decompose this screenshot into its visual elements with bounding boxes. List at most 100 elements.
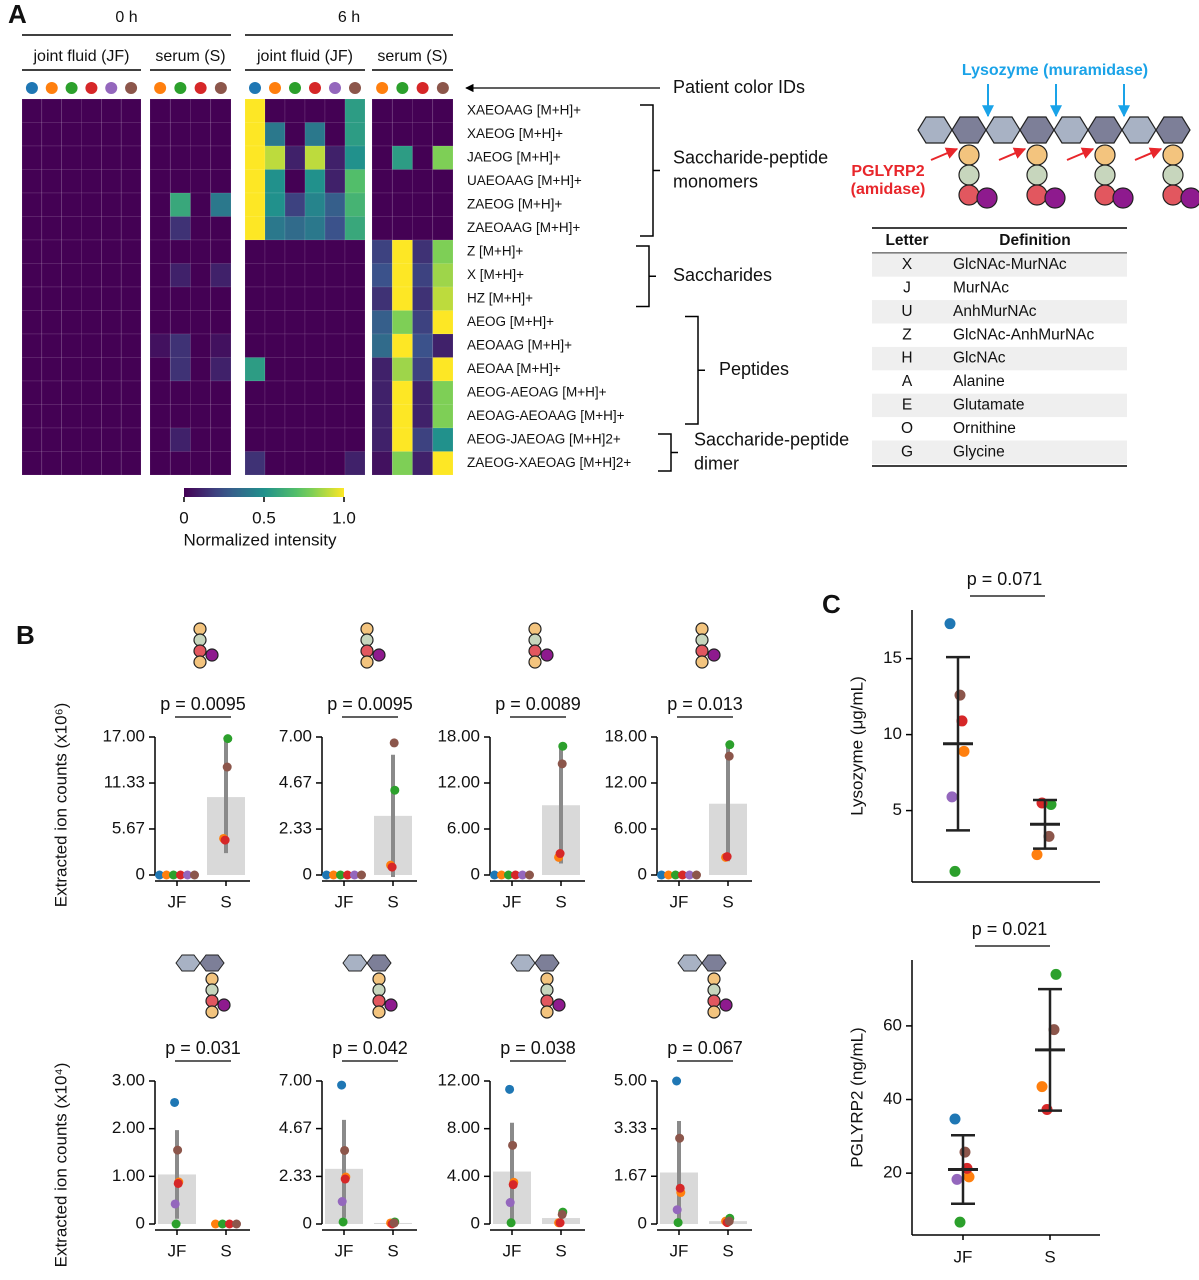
table-letter: H: [901, 350, 912, 367]
heatmap-cell: [100, 145, 122, 170]
heatmap-cell: [304, 216, 326, 241]
heatmap-cell: [41, 239, 63, 264]
heatmap-cell: [284, 263, 306, 288]
colorbar-tick-label: 0: [179, 508, 188, 527]
table-stripe: [872, 346, 1127, 371]
heatmap-cell: [304, 192, 326, 217]
heatmap-cell: [264, 333, 286, 358]
colorbar-tick-label: 0.5: [252, 508, 276, 527]
data-point: [162, 870, 171, 880]
sample-label: serum (S): [377, 48, 447, 65]
icon-hex: [175, 954, 201, 972]
amino-acid: [719, 998, 733, 1012]
heatmap-cell: [344, 239, 366, 264]
y-tick-label: 0: [303, 1213, 312, 1232]
table-definition: GlcNAc-MurNAc: [953, 256, 1067, 273]
data-point: [944, 618, 956, 630]
row-label: JAEOG [M+H]+: [467, 149, 561, 164]
y-tick-label: 0: [638, 864, 647, 883]
amino-acid: [707, 1005, 721, 1019]
heatmap-cell: [371, 239, 393, 264]
heatmap-cell: [120, 451, 142, 476]
row-group-label: Saccharide-peptide: [694, 429, 849, 449]
heatmap-cell: [412, 333, 434, 358]
amino-acid: [1112, 187, 1134, 209]
row-label: AEOG-JAEOAG [M+H]2+: [467, 431, 621, 446]
amino-acid: [1094, 144, 1116, 166]
heatmap-cell: [169, 380, 191, 405]
heatmap-cell: [432, 286, 454, 311]
icon-hex: [342, 954, 368, 972]
heatmap-cell: [412, 286, 434, 311]
heatmap-cell: [149, 451, 171, 476]
heatmap-cell: [412, 98, 434, 123]
amino-acid: [958, 144, 980, 166]
heatmap-cell: [371, 357, 393, 382]
table-letter: Z: [902, 326, 911, 343]
data-point: [672, 1076, 682, 1086]
data-point: [350, 870, 359, 880]
data-point: [505, 1198, 515, 1208]
heatmap-cell: [21, 286, 43, 311]
heatmap-cell: [324, 122, 346, 147]
amino-acid: [695, 655, 709, 669]
heatmap-cell: [41, 263, 63, 288]
icon-hex: [701, 954, 727, 972]
heatmap-cell: [284, 427, 306, 452]
heatmap-cell: [284, 404, 306, 429]
data-point: [176, 870, 185, 880]
heatmap-cell: [304, 169, 326, 194]
heatmap-cell: [284, 98, 306, 123]
row-label: ZAEOG [M+H]+: [467, 196, 562, 211]
heatmap-cell: [61, 98, 82, 123]
heatmap-cell: [149, 239, 171, 264]
heatmap-cell: [169, 427, 191, 452]
heatmap-cell: [304, 286, 326, 311]
glycan-hexagon: [1087, 116, 1123, 144]
heatmap-cell: [391, 427, 413, 452]
amino-acid: [205, 994, 219, 1008]
heatmap-cell: [412, 357, 434, 382]
x-tick-label: S: [220, 1241, 231, 1260]
y-axis-label: Lysozyme (μg/mL): [847, 676, 866, 816]
x-tick-label: JF: [954, 1247, 973, 1266]
amino-acid: [372, 1005, 386, 1019]
heatmap-cell: [210, 192, 232, 217]
heatmap-cell: [61, 427, 82, 452]
data-point: [338, 1217, 348, 1227]
p-value: p = 0.071: [967, 569, 1043, 589]
patient-dot: [416, 82, 429, 94]
x-tick-label: S: [220, 892, 231, 911]
data-point: [387, 862, 397, 872]
heatmap-cell: [412, 263, 434, 288]
data-point: [343, 870, 352, 880]
amino-acid: [976, 187, 998, 209]
heatmap-cell: [324, 169, 346, 194]
amino-acid: [193, 655, 207, 669]
x-tick-label: S: [387, 892, 398, 911]
data-point: [954, 1216, 966, 1228]
heatmap-cell: [432, 333, 454, 358]
y-tick-label: 2.33: [279, 819, 312, 838]
data-point: [1036, 1081, 1048, 1093]
data-point: [954, 689, 966, 701]
heatmap-cell: [391, 286, 413, 311]
data-point: [490, 870, 499, 880]
heatmap-cell: [41, 380, 63, 405]
heatmap-cell: [264, 192, 286, 217]
heatmap-cell: [244, 333, 266, 358]
heatmap-cell: [100, 427, 122, 452]
heatmap-cell: [120, 192, 142, 217]
heatmap-cell: [41, 98, 63, 123]
heatmap-cell: [120, 286, 142, 311]
data-point: [1050, 968, 1062, 980]
row-label: ZAEOG-XAEOAG [M+H]2+: [467, 455, 631, 470]
heatmap-cell: [21, 263, 43, 288]
heatmap-cell: [432, 239, 454, 264]
data-point: [173, 1178, 183, 1188]
heatmap-cell: [264, 380, 286, 405]
lysozyme-label: Lysozyme (muramidase): [962, 62, 1148, 79]
amino-acid: [540, 648, 554, 662]
table-letter: G: [901, 443, 913, 460]
